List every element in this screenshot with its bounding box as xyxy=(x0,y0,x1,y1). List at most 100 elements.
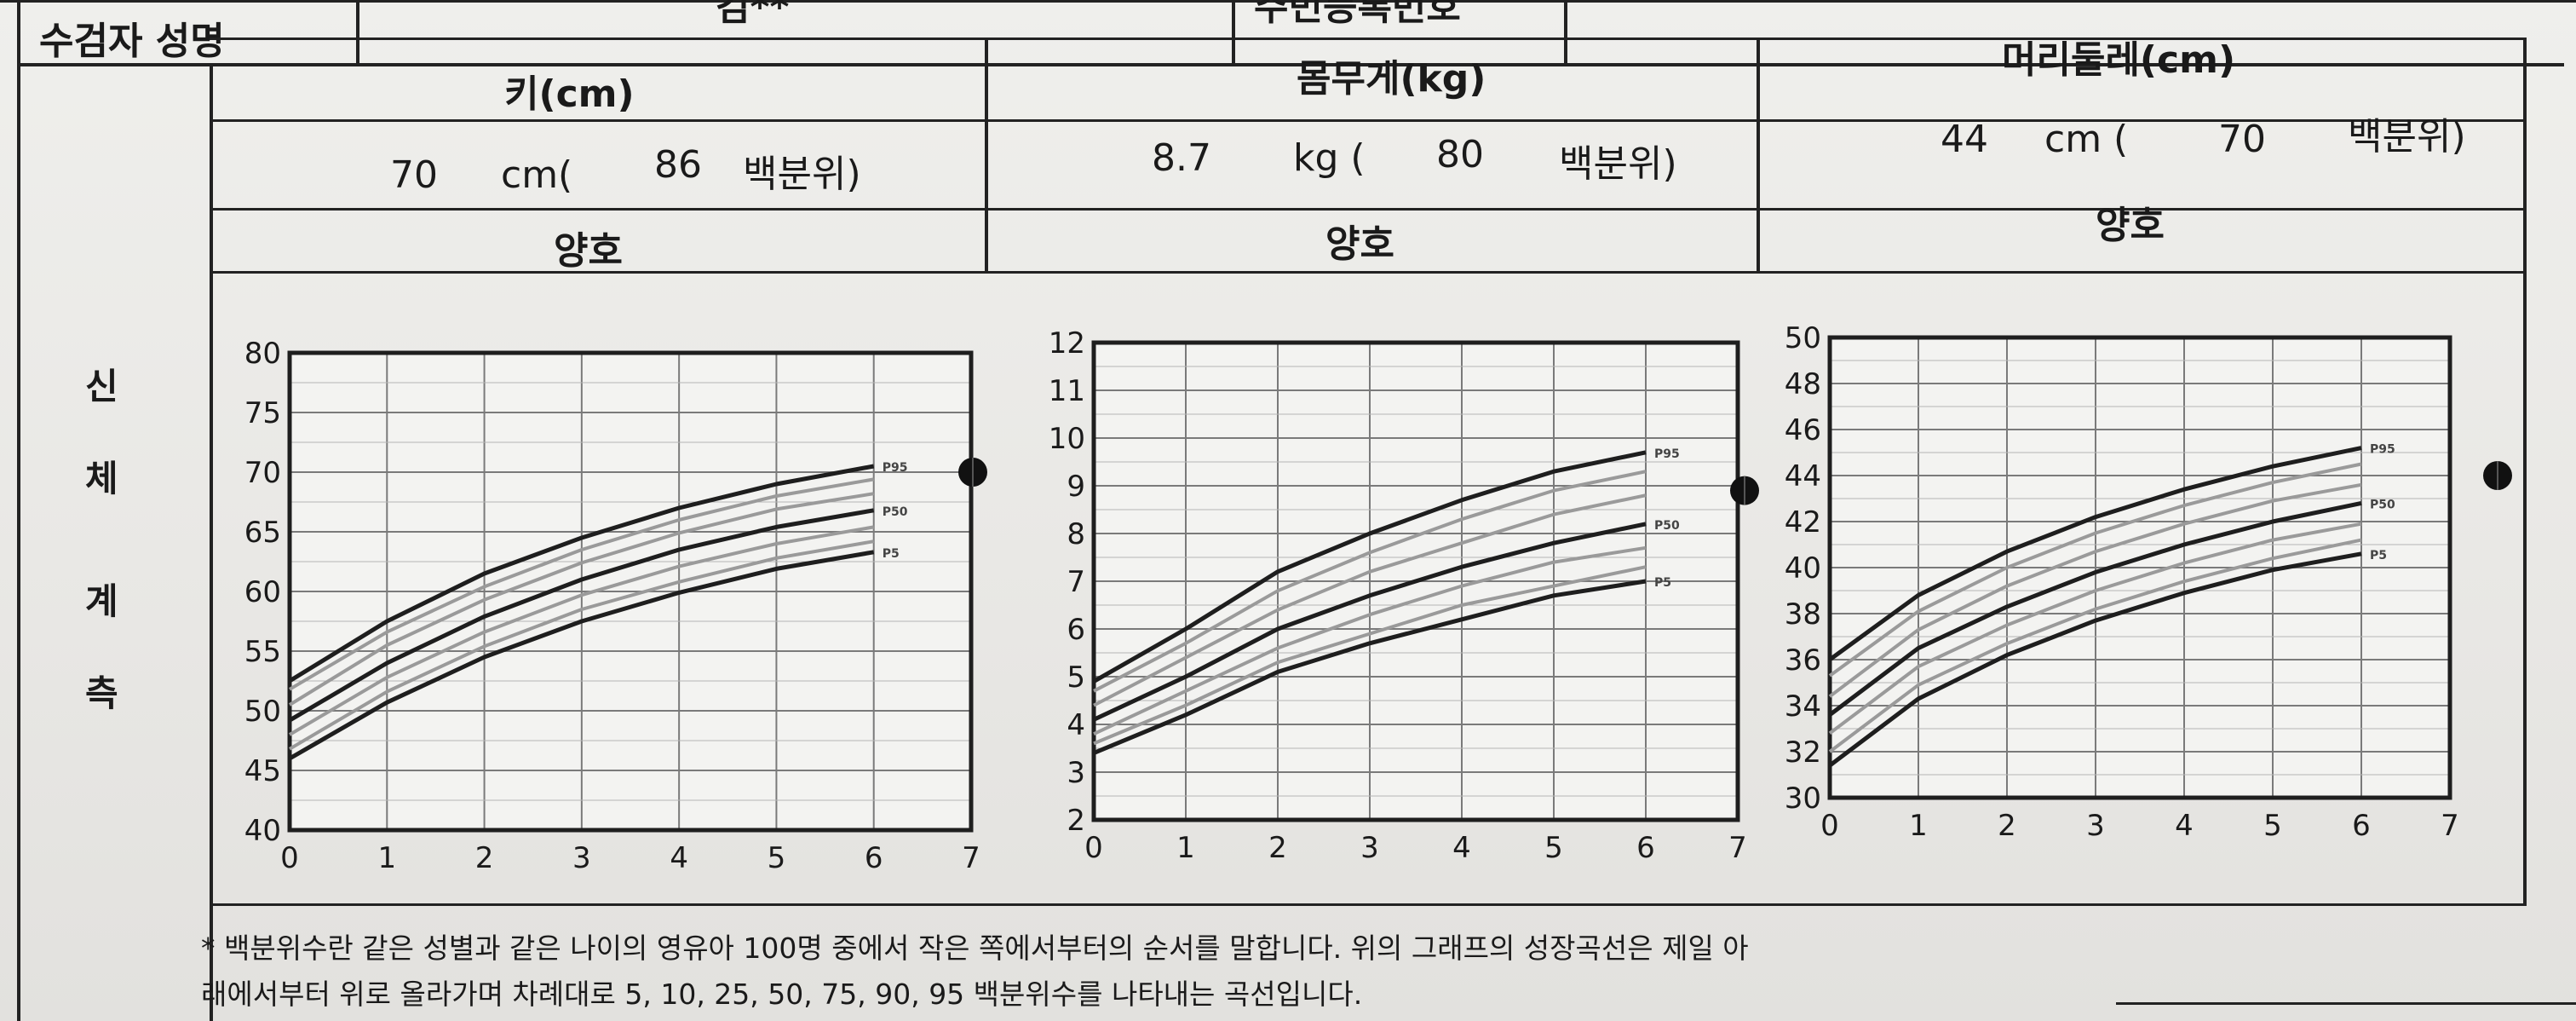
y-tick-label: 3 xyxy=(1067,756,1085,790)
rule xyxy=(985,37,988,273)
curve-label: P5 xyxy=(883,547,900,561)
x-tick-label: 3 xyxy=(2086,809,2105,843)
rule xyxy=(1757,37,1760,273)
rule xyxy=(210,903,2527,906)
plot-frame xyxy=(1827,335,2452,800)
y-tick-label: 55 xyxy=(244,635,281,669)
rule xyxy=(210,119,2527,122)
name-label: 수검자 성명 xyxy=(39,20,225,63)
height-result: 양호 xyxy=(554,229,623,273)
x-tick-label: 0 xyxy=(1084,831,1103,865)
head-percentile-suffix: 백분위) xyxy=(2348,115,2466,159)
height-percentile: 86 xyxy=(654,143,702,187)
head-label: 머리둘레(cm) xyxy=(2002,38,2236,82)
curve-label: P95 xyxy=(2370,443,2395,457)
y-tick-label: 7 xyxy=(1067,565,1085,599)
x-tick-label: 5 xyxy=(1544,831,1563,865)
x-tick-label: 7 xyxy=(962,841,980,875)
x-tick-label: 2 xyxy=(1268,831,1287,865)
weight-percentile-suffix: 백분위) xyxy=(1559,142,1677,186)
name-value: 김** xyxy=(716,0,790,29)
series-line-p25 xyxy=(1093,545,1647,736)
x-tick-label: 2 xyxy=(1998,809,2016,843)
y-tick-label: 42 xyxy=(1785,505,1821,539)
side-label-char: 계 xyxy=(85,580,118,622)
curve-label: P50 xyxy=(883,505,908,519)
rule xyxy=(2116,1002,2576,1005)
curve-label: P95 xyxy=(883,461,908,475)
plot-frame xyxy=(1091,340,1740,822)
weight-result: 양호 xyxy=(1325,222,1394,266)
id-label: 주민등록번호 xyxy=(1254,0,1461,29)
x-tick-label: 1 xyxy=(1176,831,1195,865)
x-tick-label: 0 xyxy=(1820,809,1839,843)
plot-frame xyxy=(287,350,974,833)
curve-label: P95 xyxy=(1654,447,1680,461)
series-line-p5 xyxy=(288,550,875,761)
curve-label: P5 xyxy=(1654,576,1671,590)
x-tick-label: 4 xyxy=(670,841,688,875)
height-chart: P95 P50 P5 40 45 50 55 60 65 70 75 80 0 1 2 3 4 5 6 7 xyxy=(189,281,1007,912)
series-line-p50 xyxy=(1828,500,2362,717)
rule xyxy=(2523,37,2527,273)
rule xyxy=(210,37,2527,40)
side-label-char: 측 xyxy=(85,672,118,714)
x-tick-label: 5 xyxy=(768,841,786,875)
rule xyxy=(210,208,2527,211)
weight-percentile: 80 xyxy=(1436,133,1484,176)
y-tick-label: 4 xyxy=(1067,708,1085,742)
series-line-p75 xyxy=(1093,493,1647,707)
series-line-p75 xyxy=(1828,482,2362,698)
y-tick-label: 75 xyxy=(244,396,281,430)
y-tick-label: 6 xyxy=(1067,613,1085,647)
rule xyxy=(0,0,2576,3)
footnote-line1: * 백분위수란 같은 성별과 같은 나이의 영유아 100명 중에서 작은 쪽에… xyxy=(201,932,1749,965)
rule xyxy=(17,0,20,1021)
series-line-p95 xyxy=(1828,446,2362,662)
rule xyxy=(1564,0,1567,66)
head-result: 양호 xyxy=(2096,204,2165,247)
x-tick-label: 4 xyxy=(2175,809,2194,843)
series-line-p10 xyxy=(1093,565,1647,746)
y-tick-label: 30 xyxy=(1785,782,1821,816)
y-tick-label: 32 xyxy=(1785,735,1821,770)
x-tick-label: 7 xyxy=(1728,831,1747,865)
y-tick-label: 65 xyxy=(244,516,281,550)
series-line-p90 xyxy=(288,477,875,691)
curve-label: P5 xyxy=(2370,549,2387,562)
y-tick-label: 11 xyxy=(1049,374,1085,408)
y-tick-label: 10 xyxy=(1049,422,1085,456)
y-tick-label: 46 xyxy=(1785,413,1821,447)
x-tick-label: 3 xyxy=(1360,831,1379,865)
weight-unit: kg ( xyxy=(1293,136,1366,180)
y-tick-label: 2 xyxy=(1067,804,1085,838)
x-tick-label: 6 xyxy=(2352,809,2371,843)
series-line-p5 xyxy=(1093,579,1647,755)
x-tick-label: 5 xyxy=(2263,809,2282,843)
side-label-char: 신 xyxy=(85,366,118,407)
x-tick-label: 6 xyxy=(865,841,883,875)
curve-label: P50 xyxy=(2370,498,2395,511)
head-percentile: 70 xyxy=(2218,118,2266,161)
y-tick-label: 45 xyxy=(244,754,281,788)
y-tick-label: 40 xyxy=(244,814,281,848)
series-line-p75 xyxy=(288,492,875,707)
y-tick-label: 50 xyxy=(1785,321,1821,355)
x-tick-label: 2 xyxy=(475,841,494,875)
footnote-line2: 래에서부터 위로 올라가며 차례대로 5, 10, 25, 50, 75, 90… xyxy=(201,978,1363,1011)
series-line-p5 xyxy=(1828,551,2362,768)
weight-label: 몸무게(kg) xyxy=(1297,57,1486,101)
rule xyxy=(1232,0,1235,66)
head-value: 44 xyxy=(1941,118,1988,161)
series-line-p25 xyxy=(288,525,875,736)
series-line-p10 xyxy=(1828,538,2362,753)
rule xyxy=(2523,273,2527,903)
y-tick-label: 44 xyxy=(1785,459,1821,493)
y-tick-label: 60 xyxy=(244,575,281,609)
weight-chart: P95 P50 P5 2 3 4 5 6 7 8 9 10 11 12 0 1 2 3 4 5 6 7 xyxy=(995,281,1779,895)
x-tick-label: 3 xyxy=(572,841,591,875)
x-tick-label: 6 xyxy=(1636,831,1655,865)
height-unit: cm( xyxy=(501,153,573,197)
